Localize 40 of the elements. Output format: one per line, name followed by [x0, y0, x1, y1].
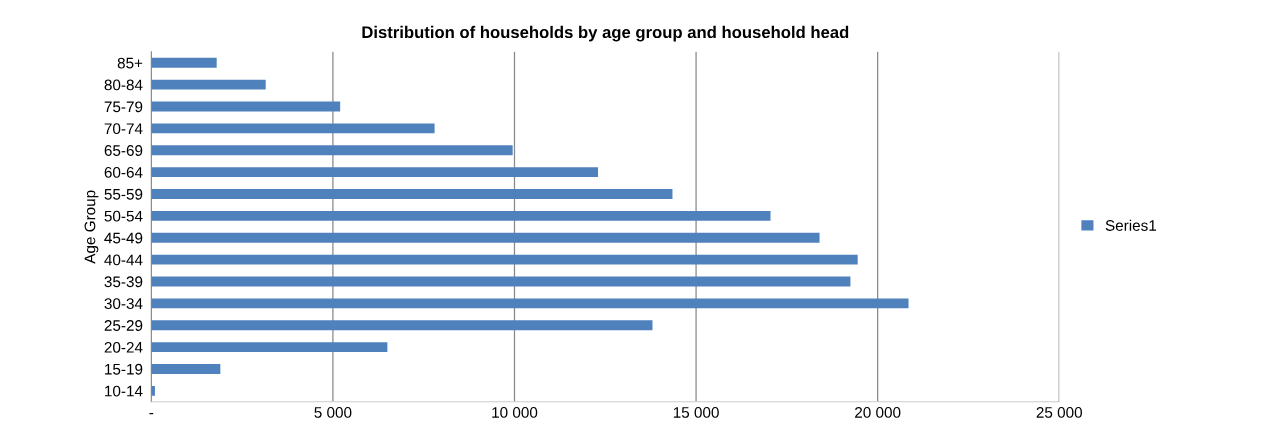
y-tick-label: 70-74: [104, 123, 143, 135]
bar: [151, 320, 653, 331]
x-tick-label: 20 000: [855, 407, 901, 418]
y-tick-label: 55-59: [104, 188, 143, 200]
bar: [151, 101, 341, 112]
y-tick-label: 85+: [117, 57, 143, 69]
bar: [151, 167, 599, 178]
y-tick-label: 40-44: [104, 254, 143, 266]
y-tick-label: 65-69: [104, 145, 143, 156]
bar: [151, 79, 266, 90]
bar: [151, 342, 388, 353]
bar: [151, 232, 820, 243]
y-tick-label: 25-29: [104, 320, 143, 331]
bar: [151, 123, 435, 134]
y-tick-label: 30-34: [104, 298, 143, 310]
chart-title: Distribution of households by age group and household head: [362, 25, 849, 42]
x-tick-label: -: [149, 413, 154, 415]
bar: [151, 57, 217, 68]
y-axis-title: Age Group: [84, 190, 99, 264]
x-tick-label: 25 000: [1036, 407, 1083, 418]
y-tick-label: 10-14: [105, 385, 143, 397]
y-tick-label: 35-39: [104, 276, 143, 288]
bar: [151, 254, 858, 265]
bar: [151, 276, 851, 287]
x-tick-label: 15 000: [673, 407, 719, 418]
y-tick-label: 20-24: [104, 341, 143, 353]
bar: [151, 189, 673, 199]
bar: [151, 210, 771, 221]
y-tick-label: 75-79: [104, 101, 143, 113]
y-tick-label: 15-19: [105, 363, 143, 375]
bar: [151, 298, 909, 309]
y-tick-label: 45-49: [104, 232, 143, 244]
y-tick-label: 50-54: [104, 210, 143, 222]
legend-label: Series1: [1105, 219, 1157, 231]
x-tick-label: 5 000: [314, 407, 352, 418]
y-tick-label: 80-84: [104, 79, 143, 91]
y-tick-label: 60-64: [104, 166, 143, 178]
bar: [151, 364, 221, 374]
x-tick-label: 10 000: [492, 407, 538, 418]
bar: [151, 145, 513, 156]
